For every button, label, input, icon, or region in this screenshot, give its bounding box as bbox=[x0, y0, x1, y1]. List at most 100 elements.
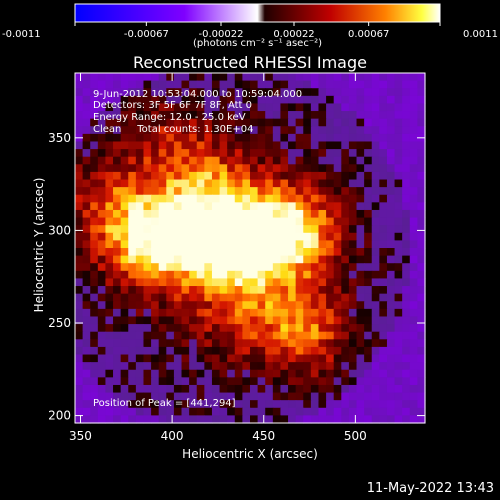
heatmap-cell bbox=[280, 95, 289, 105]
heatmap-cell bbox=[97, 171, 107, 181]
heatmap-cell bbox=[181, 392, 190, 401]
heatmap-cell bbox=[280, 286, 289, 295]
heatmap-cell bbox=[318, 171, 327, 181]
heatmap-cell bbox=[303, 179, 312, 188]
heatmap-cell bbox=[75, 286, 84, 295]
heatmap-cell bbox=[280, 362, 289, 371]
heatmap-cell bbox=[90, 118, 99, 127]
heatmap-cell bbox=[326, 194, 335, 203]
heatmap-cell bbox=[113, 354, 122, 363]
heatmap-cell bbox=[181, 111, 190, 120]
x-tick-label: 400 bbox=[161, 429, 184, 443]
heatmap-cell bbox=[97, 346, 107, 356]
heatmap-cell bbox=[326, 202, 335, 211]
heatmap-cell bbox=[143, 308, 152, 318]
heatmap-cell bbox=[128, 88, 137, 97]
heatmap-cell bbox=[257, 362, 266, 371]
heatmap-cell bbox=[402, 278, 411, 287]
heatmap-cell bbox=[417, 263, 426, 272]
heatmap-cell bbox=[341, 126, 350, 135]
heatmap-cell bbox=[219, 73, 228, 82]
heatmap-cell bbox=[113, 126, 122, 135]
heatmap-cell bbox=[242, 88, 251, 97]
heatmap-cell bbox=[379, 369, 388, 378]
heatmap-cell bbox=[151, 407, 160, 416]
heatmap-cell bbox=[394, 88, 403, 97]
heatmap-cell bbox=[196, 95, 205, 105]
heatmap-cell bbox=[196, 415, 205, 424]
heatmap-cell bbox=[82, 133, 91, 143]
heatmap-cell bbox=[181, 179, 190, 188]
heatmap-cell bbox=[402, 202, 411, 211]
heatmap-cell bbox=[143, 232, 152, 241]
heatmap-cell bbox=[113, 278, 122, 287]
heatmap-cell bbox=[189, 316, 198, 325]
heatmap-cell bbox=[234, 331, 243, 340]
heatmap-cell bbox=[409, 240, 418, 249]
heatmap-cell bbox=[386, 346, 396, 356]
heatmap-cell bbox=[250, 384, 259, 394]
heatmap-cell bbox=[143, 240, 152, 249]
heatmap-cell bbox=[288, 301, 297, 310]
heatmap-cell bbox=[173, 88, 183, 97]
heatmap-cell bbox=[219, 354, 228, 363]
heatmap-cell bbox=[295, 232, 304, 241]
heatmap-cell bbox=[356, 270, 365, 280]
heatmap-cell bbox=[113, 316, 122, 325]
heatmap-cell bbox=[158, 194, 167, 203]
heatmap-cell bbox=[409, 270, 418, 280]
heatmap-cell bbox=[288, 73, 297, 82]
heatmap-cell bbox=[257, 346, 266, 356]
heatmap-cell bbox=[379, 171, 388, 181]
heatmap-cell bbox=[417, 415, 426, 424]
heatmap-cell bbox=[379, 141, 388, 150]
heatmap-cell bbox=[181, 308, 190, 318]
heatmap-cell bbox=[143, 133, 152, 143]
heatmap-cell bbox=[120, 324, 129, 333]
colorbar-tick-label: -0.00067 bbox=[124, 29, 169, 40]
heatmap-cell bbox=[265, 171, 274, 181]
heatmap-cell bbox=[364, 263, 373, 272]
heatmap-cell bbox=[371, 286, 380, 295]
heatmap-cell bbox=[196, 293, 205, 302]
heatmap-cell bbox=[173, 209, 183, 219]
heatmap-cell bbox=[113, 202, 122, 211]
heatmap-cell bbox=[196, 232, 205, 241]
heatmap-cell bbox=[409, 73, 418, 82]
heatmap-cell bbox=[219, 217, 228, 226]
heatmap-cell bbox=[318, 202, 327, 211]
heatmap-cell bbox=[326, 392, 335, 401]
heatmap-cell bbox=[211, 88, 221, 97]
heatmap-cell bbox=[189, 331, 198, 340]
heatmap-cell bbox=[151, 126, 160, 135]
heatmap-cell bbox=[189, 286, 198, 295]
heatmap-cell bbox=[181, 80, 190, 89]
heatmap-cell bbox=[196, 103, 205, 112]
heatmap-cell bbox=[234, 286, 243, 295]
heatmap-cell bbox=[303, 225, 312, 234]
heatmap-cell bbox=[386, 164, 396, 173]
heatmap-cell bbox=[318, 156, 327, 165]
heatmap-cell bbox=[333, 384, 342, 394]
heatmap-cell bbox=[135, 141, 145, 150]
heatmap-cell bbox=[105, 308, 114, 318]
heatmap-cell bbox=[333, 141, 342, 150]
heatmap-cell bbox=[128, 248, 137, 257]
heatmap-cell bbox=[364, 377, 373, 386]
heatmap-cell bbox=[158, 369, 167, 378]
heatmap-cell bbox=[356, 202, 365, 211]
heatmap-cell bbox=[280, 209, 289, 219]
heatmap-cell bbox=[234, 255, 243, 264]
heatmap-cell bbox=[402, 316, 411, 325]
heatmap-cell bbox=[173, 187, 183, 196]
annotation-clean: Clean Total counts: 1.30E+04 bbox=[93, 124, 254, 135]
heatmap-cell bbox=[310, 187, 320, 196]
heatmap-cell bbox=[204, 377, 213, 386]
heatmap-cell bbox=[90, 354, 99, 363]
heatmap-cell bbox=[310, 384, 320, 394]
heatmap-cell bbox=[97, 202, 107, 211]
heatmap-cell bbox=[371, 179, 380, 188]
heatmap-cell bbox=[295, 384, 304, 394]
heatmap-cell bbox=[371, 133, 380, 143]
heatmap-cell bbox=[265, 202, 274, 211]
